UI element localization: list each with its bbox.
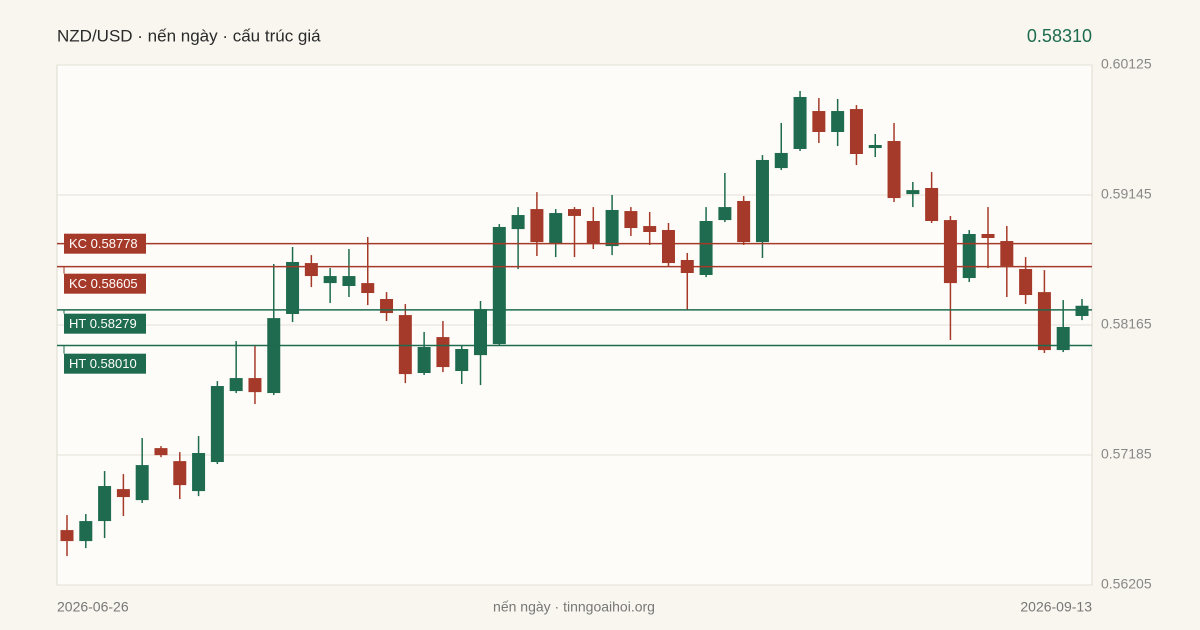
y-tick-label: 0.57185 [1101,446,1152,462]
candle-body [1000,241,1014,266]
candle-body [530,209,544,243]
candle-body [868,144,882,149]
candle-body [568,209,581,216]
price-label: 0.58310 [1027,26,1092,46]
candle-body [925,187,939,221]
candle-body [793,96,807,149]
y-tick-label: 0.56205 [1101,576,1152,592]
level-label-box [64,233,146,254]
candle-body [380,299,394,314]
candle-body [981,234,995,238]
candle-body [1019,269,1033,296]
candle-body [267,318,281,394]
candle-body [774,152,788,169]
level-label: KC 0.58605 [69,276,138,291]
candle-body [849,109,863,155]
candle-body [192,453,206,492]
candle-body [887,141,901,199]
candle-body [361,283,375,294]
footer: nến ngày · tinngoaihoi.org [493,599,655,615]
level-label-box [64,273,146,294]
candle-body [737,200,751,243]
candle-body [812,111,826,132]
candle-body [173,461,187,486]
candle-body [98,486,112,522]
candle-body [549,213,563,244]
candle-body [286,261,300,314]
x-tick-label: 2026-06-26 [57,599,129,615]
candle-body [755,159,769,243]
candle-body [492,226,506,345]
candle-body [1056,326,1070,351]
candle-body [436,337,450,368]
candle-body [699,221,713,275]
chart-title: NZD/USD · nến ngày · cấu trúc giá [57,26,321,45]
candle-body [962,234,976,279]
candle-body [1075,305,1089,316]
candle-body [1037,292,1051,351]
candle-body [624,211,638,229]
candle-body [248,378,262,393]
candle-body [605,209,619,247]
candle-body [718,207,732,221]
candle-body [643,226,657,233]
level-label-box [64,313,146,334]
candle-body [154,448,168,456]
candle-body [210,386,224,463]
candle-body [474,309,488,356]
candle-body [586,221,600,244]
candle-body [342,276,356,286]
x-tick-label: 2026-09-13 [1020,599,1092,615]
level-label: HT 0.58010 [69,356,137,371]
candle-body [417,347,431,374]
level-label: KC 0.58778 [69,236,138,251]
candle-body [831,111,845,132]
y-tick-label: 0.60125 [1101,56,1152,72]
candle-body [60,530,74,542]
y-tick-label: 0.58165 [1101,316,1152,332]
candle-body [323,276,337,284]
candle-body [229,378,243,392]
level-label-box [64,353,146,374]
candle-body [398,315,412,375]
candle-body [943,220,957,284]
candle-body [135,465,149,501]
candle-body [511,215,525,230]
y-tick-label: 0.59145 [1101,186,1152,202]
candle-body [116,489,130,498]
candle-body [455,349,469,372]
candle-body [304,263,318,277]
level-label: HT 0.58279 [69,316,137,331]
candle-body [79,521,93,542]
candle-body [661,230,675,264]
candle-body [906,190,920,195]
